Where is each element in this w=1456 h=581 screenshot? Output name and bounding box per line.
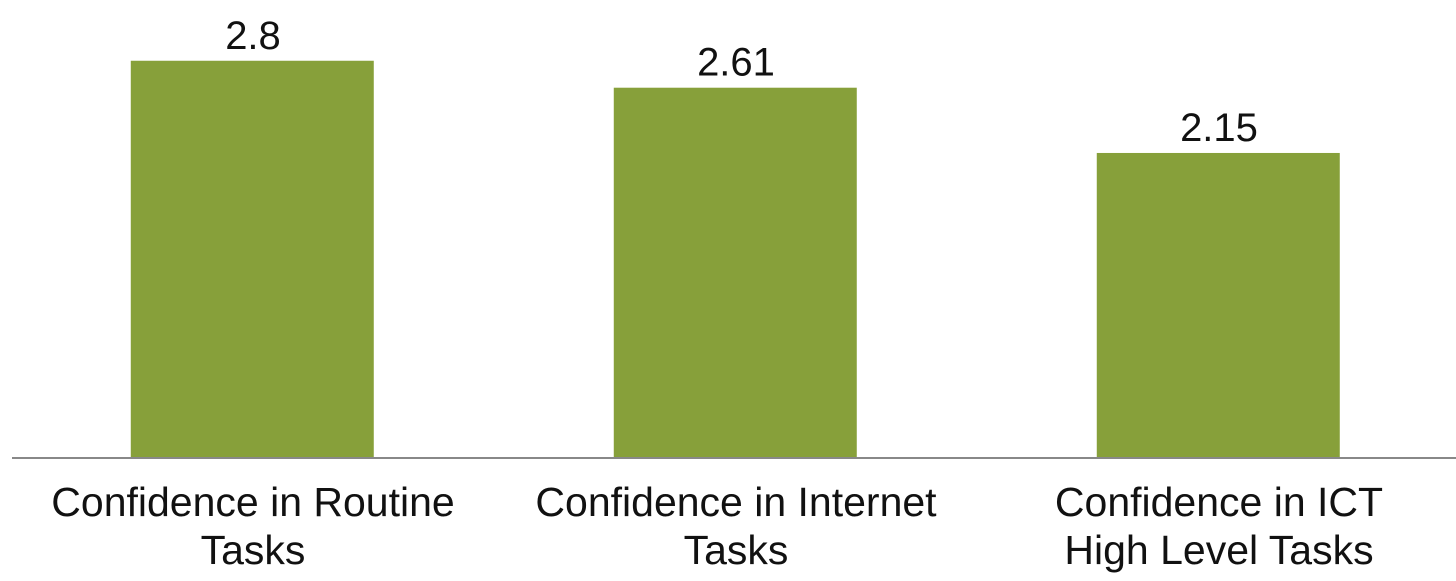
x-tick-label: Confidence in Routine Tasks xyxy=(51,479,455,573)
bar xyxy=(130,60,374,458)
x-tick-label: Confidence in ICT High Level Tasks xyxy=(1054,479,1384,573)
value-label: 2.61 xyxy=(697,41,775,85)
value-label: 2.8 xyxy=(225,14,281,58)
value-label: 2.15 xyxy=(1180,106,1258,150)
bar xyxy=(613,87,857,459)
bar xyxy=(1096,152,1340,458)
x-tick-label: Confidence in Internet Tasks xyxy=(535,479,937,573)
